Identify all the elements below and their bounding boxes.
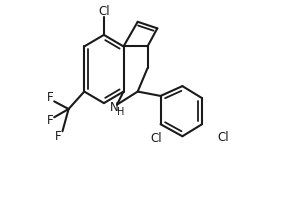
Text: Cl: Cl xyxy=(150,132,162,145)
Text: H: H xyxy=(117,107,125,117)
Text: F: F xyxy=(47,90,54,104)
Text: F: F xyxy=(55,130,61,143)
Text: Cl: Cl xyxy=(217,131,229,144)
Text: F: F xyxy=(47,114,54,127)
Text: Cl: Cl xyxy=(98,5,110,18)
Text: N: N xyxy=(110,101,119,114)
